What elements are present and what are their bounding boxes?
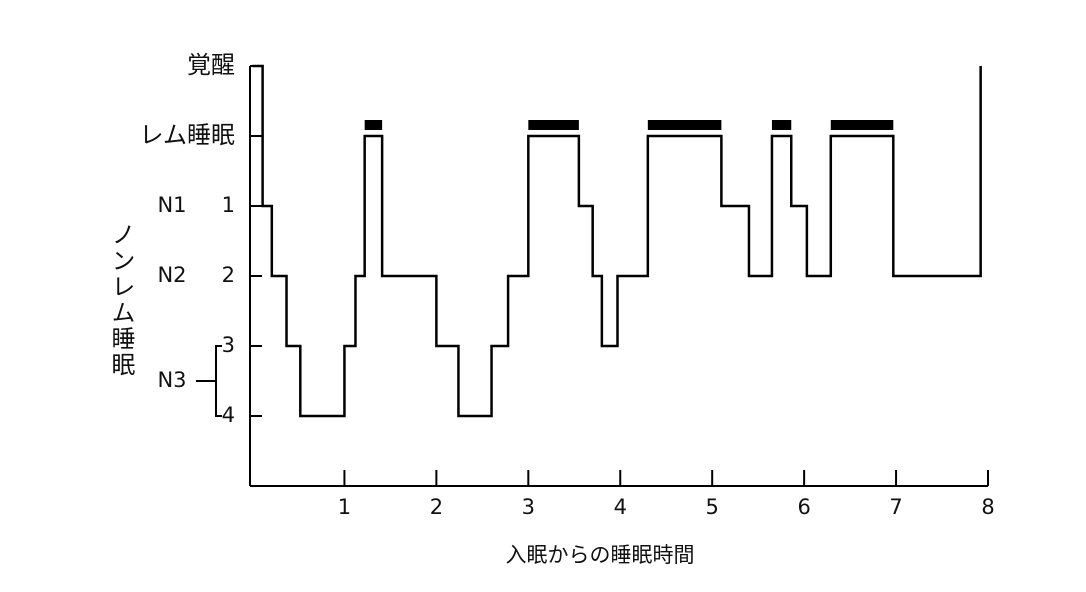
stage-label: N3 bbox=[157, 368, 186, 392]
y-tick-label: 4 bbox=[222, 403, 235, 427]
y-tick-label: 2 bbox=[222, 263, 235, 287]
nonrem-label: ノンレム睡眠 bbox=[107, 222, 135, 378]
rem-bar bbox=[771, 120, 792, 130]
x-tick-label: 3 bbox=[522, 495, 535, 519]
x-tick-label: 2 bbox=[430, 495, 443, 519]
x-tick-label: 7 bbox=[889, 495, 902, 519]
x-tick-label: 4 bbox=[614, 495, 627, 519]
x-tick-label: 8 bbox=[981, 495, 994, 519]
rem-bar bbox=[647, 120, 722, 130]
y-tick-label: 1 bbox=[222, 193, 235, 217]
rem-bar bbox=[528, 120, 579, 130]
rem-bar bbox=[364, 120, 383, 130]
x-tick-label: 1 bbox=[338, 495, 351, 519]
stage-label: N2 bbox=[157, 263, 186, 287]
stage-bracket bbox=[196, 345, 222, 417]
sleep-stage-line bbox=[252, 64, 982, 418]
y-tick-label: 3 bbox=[222, 333, 235, 357]
rem-bar bbox=[830, 120, 894, 130]
x-axis-label: 入眠からの睡眠時間 bbox=[506, 543, 695, 567]
x-tick-label: 6 bbox=[797, 495, 810, 519]
y-tick-label: 覚醒 bbox=[187, 51, 235, 79]
x-tick-label: 5 bbox=[706, 495, 719, 519]
y-tick-label: レム睡眠 bbox=[139, 121, 235, 149]
stage-label: N1 bbox=[157, 193, 186, 217]
